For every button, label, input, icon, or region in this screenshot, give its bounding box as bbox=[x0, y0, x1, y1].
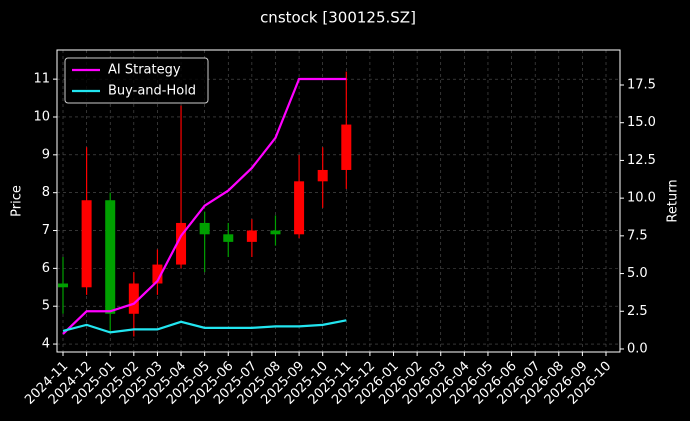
y-tick-label: 7 bbox=[42, 223, 50, 238]
y2-tick-label: 0.0 bbox=[627, 341, 648, 356]
candle-body bbox=[105, 200, 116, 314]
candle-body bbox=[246, 230, 257, 242]
candle-body bbox=[270, 230, 281, 235]
candle-body bbox=[128, 283, 139, 314]
candle-body bbox=[294, 181, 305, 235]
candle-body bbox=[199, 222, 210, 235]
y-tick-label: 11 bbox=[33, 72, 50, 87]
y-tick-label: 8 bbox=[42, 185, 50, 200]
y2-tick-label: 7.5 bbox=[627, 228, 648, 243]
y-tick-label: 5 bbox=[42, 299, 50, 314]
y-tick-label: 6 bbox=[42, 261, 50, 276]
candle-body bbox=[81, 200, 92, 288]
line-series bbox=[62, 319, 347, 334]
y2-tick-label: 2.5 bbox=[627, 304, 648, 319]
plot-frame bbox=[56, 49, 621, 353]
y-tick-label: 4 bbox=[42, 337, 50, 352]
y2-tick-label: 17.5 bbox=[627, 77, 656, 92]
y2-tick-label: 15.0 bbox=[627, 115, 656, 130]
y2-tick-label: 12.5 bbox=[627, 153, 656, 168]
candle-body bbox=[317, 169, 328, 182]
candle-body bbox=[223, 234, 234, 242]
y-tick-label: 10 bbox=[33, 109, 50, 124]
candle-body bbox=[58, 283, 68, 288]
y2-tick-label: 5.0 bbox=[627, 266, 648, 281]
chart-title: cnstock [300125.SZ] bbox=[260, 9, 416, 27]
y-axis-label: Price bbox=[10, 185, 25, 217]
line-series bbox=[62, 77, 347, 335]
y2-axis-label: Return bbox=[666, 179, 681, 222]
y2-tick-label: 10.0 bbox=[627, 191, 656, 206]
candle-body bbox=[341, 124, 352, 170]
candle-body bbox=[176, 222, 187, 265]
y-tick-label: 9 bbox=[42, 147, 50, 162]
candle-body bbox=[152, 264, 163, 284]
legend-label: AI Strategy bbox=[108, 63, 181, 78]
legend-label: Buy-and-Hold bbox=[108, 84, 196, 99]
legend-box bbox=[64, 57, 209, 104]
